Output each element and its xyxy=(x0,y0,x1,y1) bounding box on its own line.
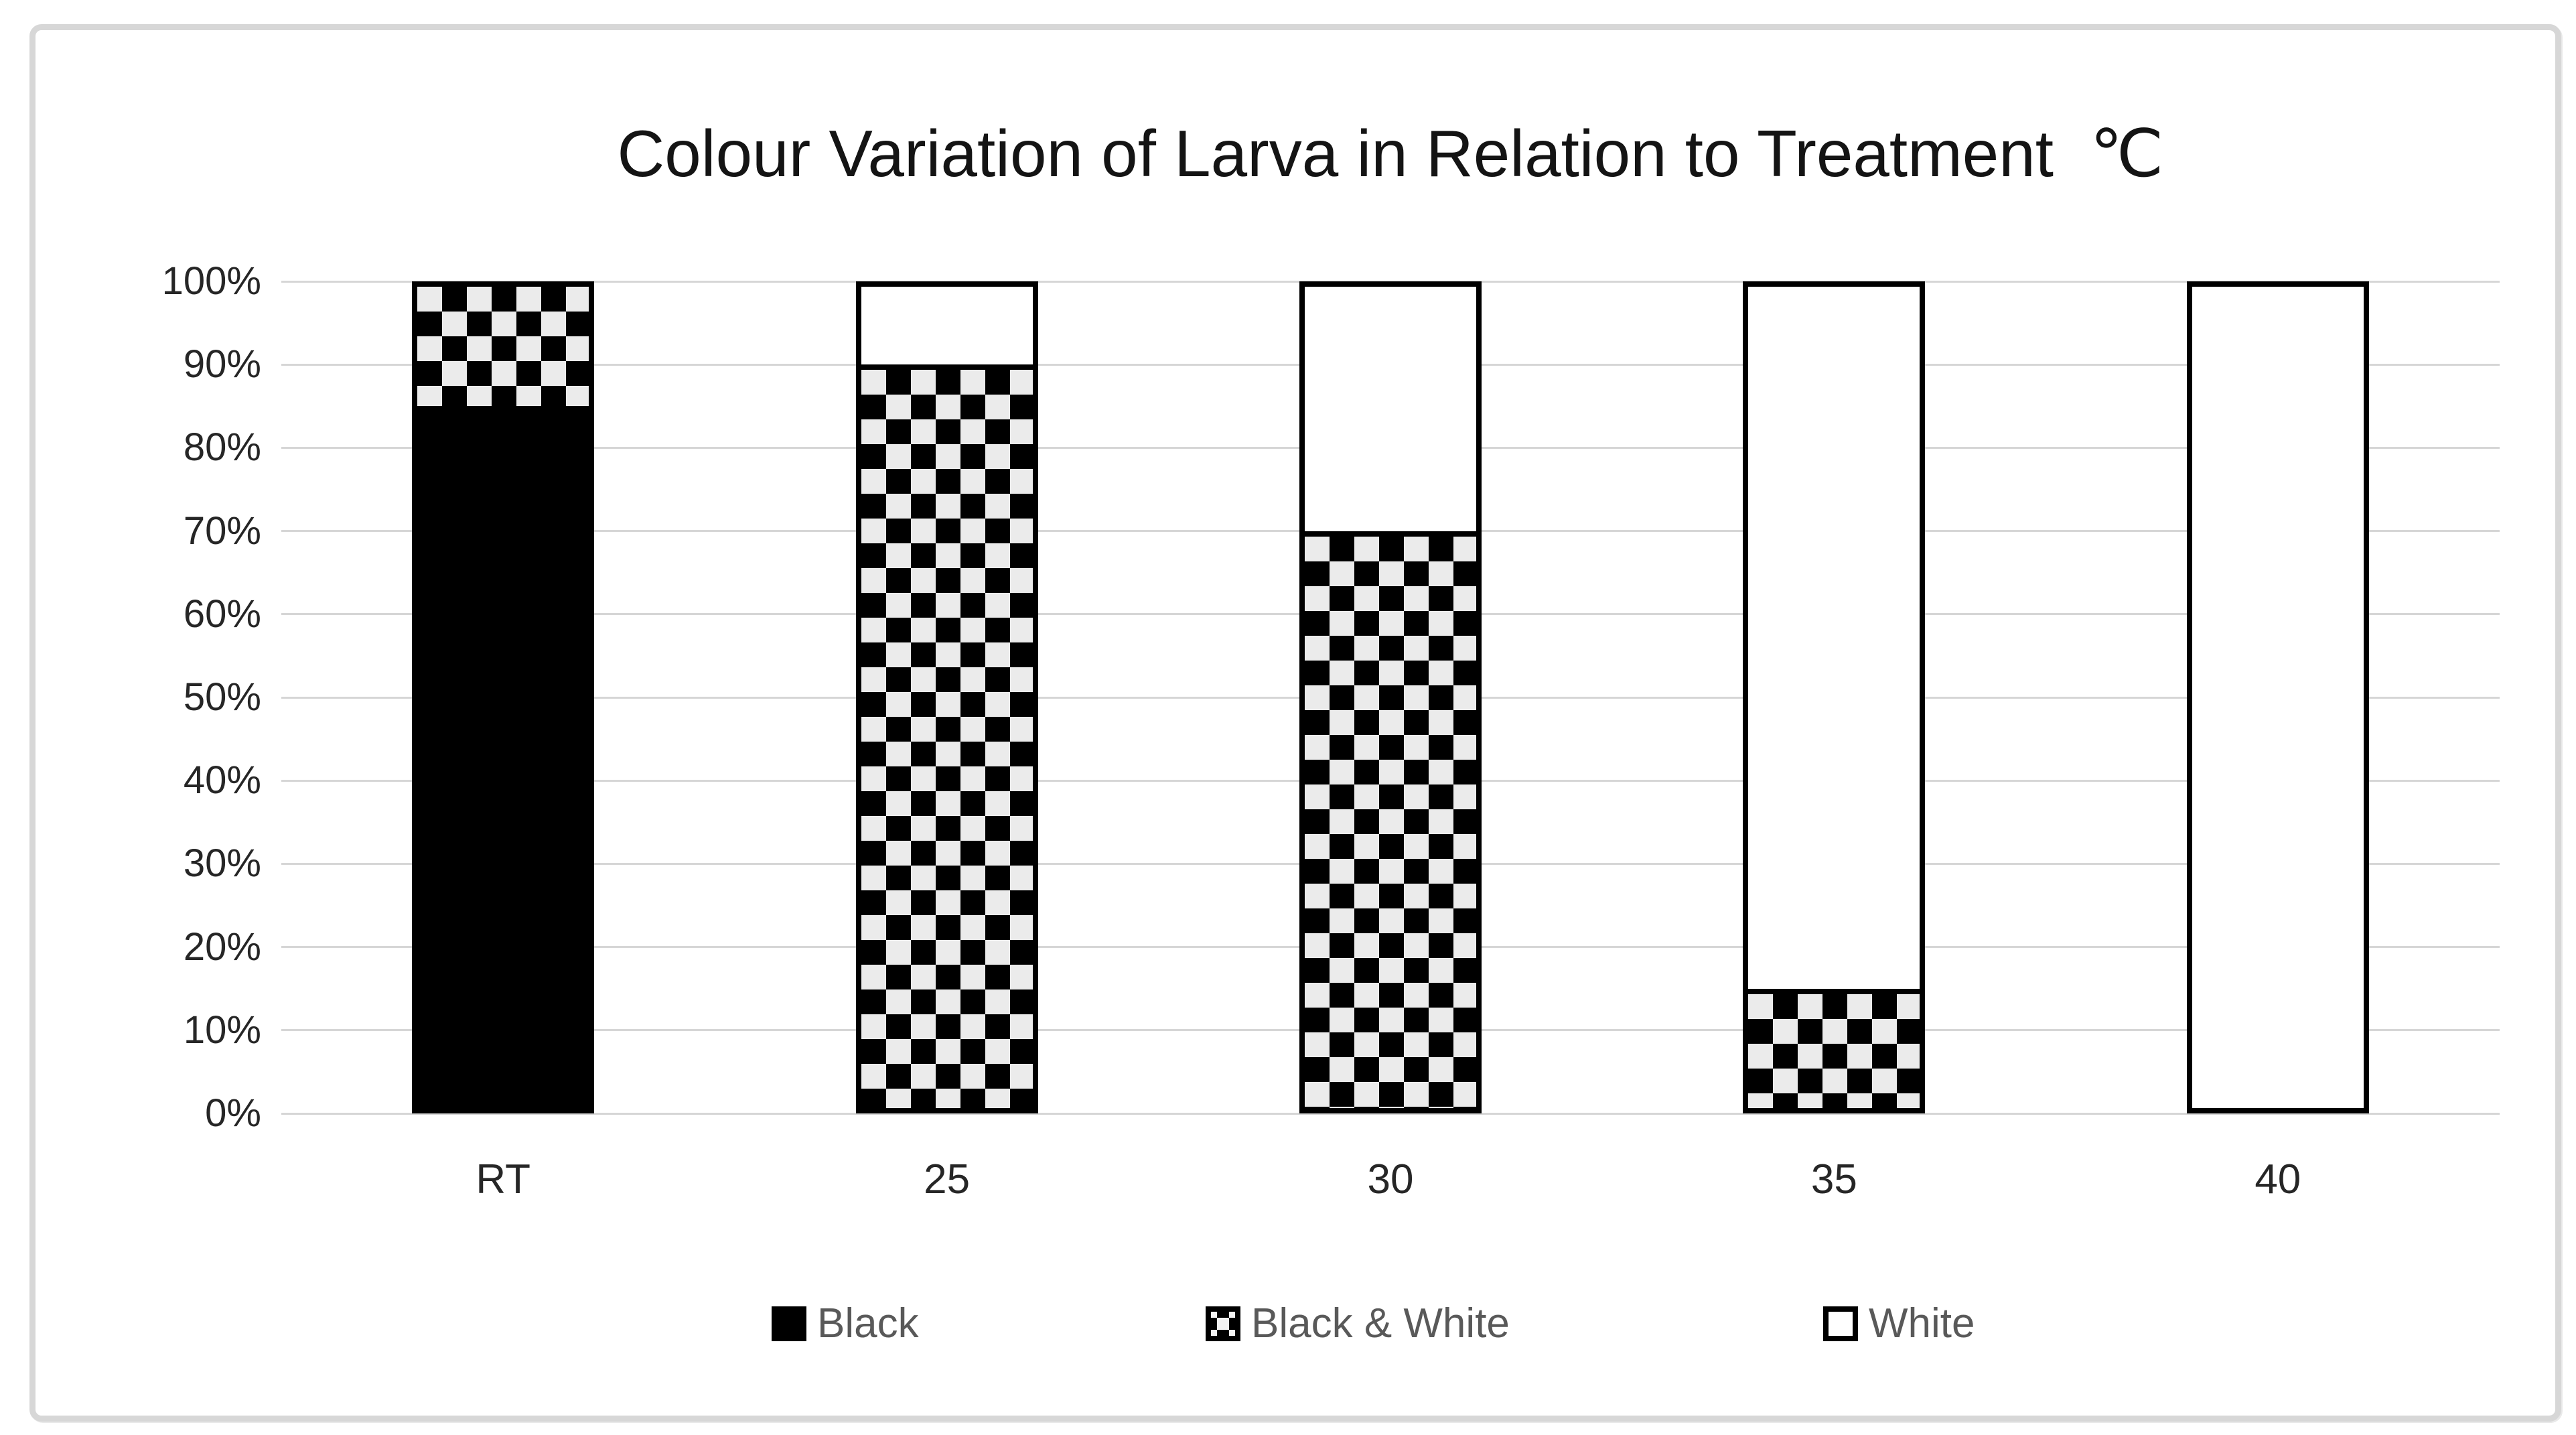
gridline xyxy=(281,1112,2500,1115)
legend-label-black-and-white: Black & White xyxy=(1251,1300,1510,1347)
bar-segment-checker-25 xyxy=(855,364,1038,1113)
legend-item-white: White xyxy=(1823,1300,1975,1347)
x-axis-tick-label: 35 xyxy=(1810,1156,1857,1203)
y-axis-tick-label: 100% xyxy=(161,259,261,303)
bar-segment-solid-black-RT xyxy=(412,406,595,1113)
bar-segment-white-30 xyxy=(1299,281,1482,537)
y-axis-tick-label: 10% xyxy=(183,1008,261,1052)
y-axis-tick-label: 50% xyxy=(183,675,261,719)
y-axis-tick-label: 80% xyxy=(183,425,261,470)
bar-segment-checker-35 xyxy=(1743,988,1926,1113)
y-axis-tick-label: 70% xyxy=(183,508,261,553)
x-axis-tick-label: RT xyxy=(476,1156,530,1203)
bar-segment-white-25 xyxy=(855,281,1038,370)
y-axis-tick-label: 60% xyxy=(183,592,261,636)
y-axis-tick-label: 0% xyxy=(205,1091,261,1135)
legend-swatch-black-icon xyxy=(772,1306,806,1341)
legend-label-black: Black xyxy=(817,1300,919,1347)
bar-segment-white-40 xyxy=(2186,281,2369,1113)
legend-item-black-and-white: Black & White xyxy=(1206,1300,1510,1347)
chart-frame xyxy=(29,24,2561,1422)
y-axis-tick-label: 30% xyxy=(183,841,261,886)
bar-segment-checker-RT xyxy=(412,281,595,412)
y-axis-tick-label: 20% xyxy=(183,925,261,969)
y-axis-tick-label: 90% xyxy=(183,342,261,387)
bar-segment-white-35 xyxy=(1743,281,1926,994)
legend-label-white: White xyxy=(1869,1300,1975,1347)
x-axis-tick-label: 40 xyxy=(2255,1156,2301,1203)
x-axis-tick-label: 30 xyxy=(1367,1156,1414,1203)
legend: Black Black & White White xyxy=(0,1300,2576,1347)
legend-swatch-checker-icon xyxy=(1206,1306,1240,1341)
legend-swatch-white-icon xyxy=(1823,1306,1858,1341)
y-axis-tick-label: 40% xyxy=(183,758,261,803)
chart-title: Colour Variation of Larva in Relation to… xyxy=(617,117,2164,190)
bar-segment-checker-30 xyxy=(1299,531,1482,1113)
legend-item-black: Black xyxy=(772,1300,919,1347)
x-axis-tick-label: 25 xyxy=(924,1156,971,1203)
